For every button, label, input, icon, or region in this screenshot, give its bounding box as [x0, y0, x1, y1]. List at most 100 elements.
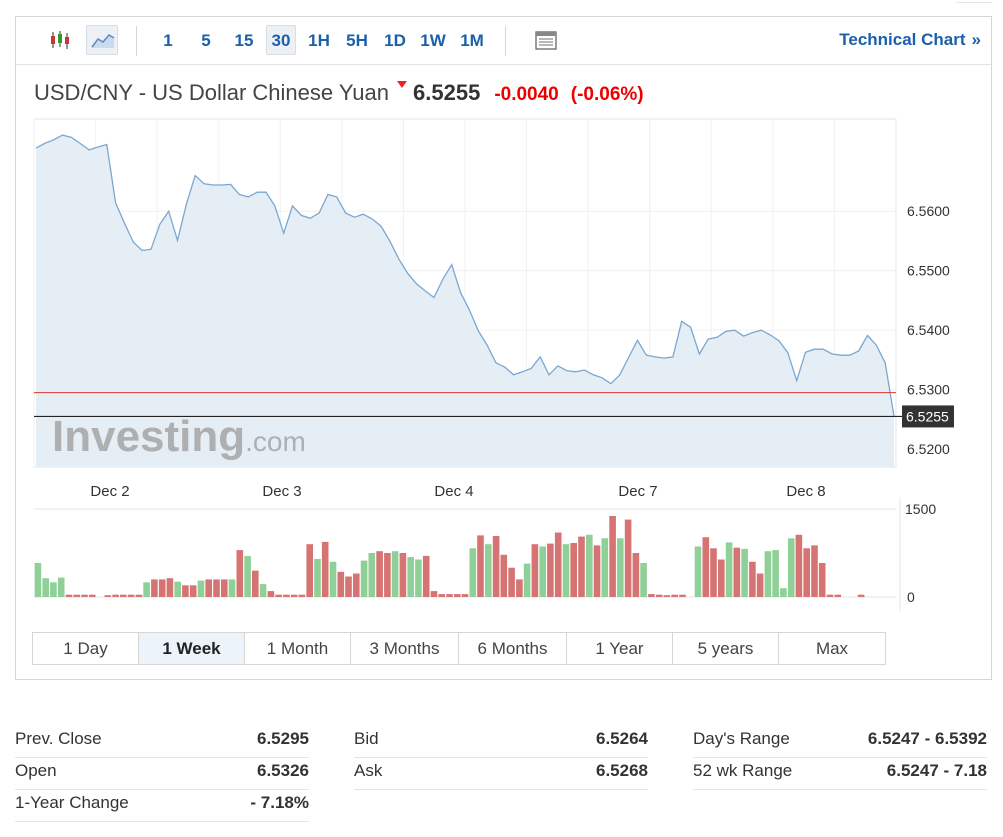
- x-tick-label: Dec 2: [90, 483, 129, 500]
- volume-bar: [554, 532, 562, 597]
- volume-bar: [290, 594, 298, 597]
- y-tick-label: 6.5200: [907, 441, 950, 457]
- x-tick-label: Dec 4: [434, 483, 473, 500]
- volume-bar: [586, 534, 593, 597]
- down-arrow-icon: [397, 81, 408, 88]
- volume-tick-label: 0: [907, 589, 915, 605]
- volume-bar: [298, 594, 306, 597]
- interval-30[interactable]: 30: [266, 25, 296, 55]
- volume-bar: [438, 594, 445, 597]
- stat-label: 1-Year Change: [15, 793, 129, 812]
- y-tick-label: 6.5400: [907, 322, 950, 338]
- stat-row: Prev. Close 6.5295: [15, 726, 309, 758]
- range-1-year[interactable]: 1 Year: [567, 633, 673, 664]
- volume-bar: [422, 555, 430, 597]
- volume-bar: [811, 545, 818, 597]
- stat-value: 6.5247 - 6.5392: [867, 729, 987, 748]
- volume-bar: [718, 559, 725, 597]
- interval-1m[interactable]: 1M: [460, 31, 484, 50]
- volume-bar: [679, 594, 686, 597]
- table-icon[interactable]: [530, 25, 562, 55]
- volume-bar: [617, 538, 624, 597]
- interval-1d[interactable]: 1D: [384, 31, 406, 50]
- y-tick-label: 6.5600: [907, 203, 950, 219]
- volume-bar: [399, 553, 407, 597]
- volume-bar: [50, 582, 57, 597]
- volume-bar: [772, 550, 779, 597]
- volume-bar: [749, 561, 756, 597]
- stats-column: Prev. Close 6.5295 Open 6.5326 1-Year Change…: [15, 726, 309, 822]
- volume-bar: [228, 579, 236, 597]
- stat-value: 6.5268: [596, 761, 648, 780]
- time-range-selector: 1 Day 1 Week 1 Month 3 Months 6 Months 1 Year…: [32, 632, 886, 665]
- interval-5h[interactable]: 5H: [346, 31, 368, 50]
- interval-1[interactable]: 1: [163, 31, 173, 50]
- volume-bar: [795, 534, 803, 597]
- range-1-day[interactable]: 1 Day: [33, 633, 139, 664]
- volume-bar: [492, 536, 500, 597]
- interval-1w[interactable]: 1W: [420, 31, 446, 50]
- interval-15[interactable]: 15: [234, 31, 254, 50]
- volume-bar: [221, 579, 228, 597]
- volume-bar: [764, 551, 772, 597]
- stat-value: - 7.18%: [250, 793, 309, 812]
- stat-row: Bid 6.5264: [354, 726, 648, 758]
- volume-bar: [34, 563, 42, 597]
- stats-column: Day's Range 6.5247 - 6.5392 52 wk Range 6.5…: [693, 726, 987, 790]
- volume-bar: [275, 594, 282, 597]
- stat-row: 52 wk Range 6.5247 - 7.18: [693, 758, 987, 790]
- volume-bar: [710, 548, 717, 597]
- stat-label: Prev. Close: [15, 729, 102, 748]
- volume-bar: [143, 582, 150, 597]
- volume-bar: [500, 554, 508, 597]
- volume-bar: [189, 585, 197, 597]
- price-line: [35, 134, 895, 417]
- stats-column: Bid 6.5264 Ask 6.5268: [354, 726, 648, 790]
- volume-bar: [360, 560, 368, 597]
- volume-bar: [609, 516, 616, 597]
- volume-bar: [547, 543, 554, 597]
- volume-bar: [182, 585, 189, 597]
- volume-bar: [516, 579, 523, 597]
- range-1-week[interactable]: 1 Week: [139, 633, 245, 664]
- price-change: -0.0040: [494, 84, 559, 105]
- volume-bar: [780, 588, 787, 597]
- volume-bar: [624, 519, 632, 597]
- investing-watermark: Investing.com: [52, 412, 306, 461]
- volume-bar: [391, 551, 399, 597]
- volume-bar: [42, 578, 49, 597]
- range-max[interactable]: Max: [815, 639, 849, 658]
- volume-bar: [640, 563, 647, 597]
- interval-5[interactable]: 5: [201, 31, 211, 50]
- volume-bar: [702, 537, 710, 597]
- last-price-tag-label: 6.5255: [906, 408, 949, 424]
- range-5-years[interactable]: 5 years: [673, 633, 779, 664]
- volume-bar: [454, 594, 461, 597]
- x-tick-label: Dec 7: [618, 483, 657, 500]
- range-1-month[interactable]: 1 Month: [245, 633, 351, 664]
- volume-bar: [267, 591, 275, 597]
- candlestick-icon[interactable]: [44, 25, 76, 55]
- range-3-months[interactable]: 3 Months: [351, 633, 459, 664]
- volume-bar: [826, 594, 834, 597]
- volume-bar: [632, 553, 640, 597]
- volume-bar: [461, 594, 469, 597]
- technical-chart-link[interactable]: Technical Chart »: [839, 30, 981, 50]
- stat-row: Open 6.5326: [15, 758, 309, 790]
- range-6-months[interactable]: 6 Months: [459, 633, 567, 664]
- volume-bar: [818, 563, 826, 597]
- volume-bar: [337, 571, 345, 597]
- volume-bar: [601, 538, 609, 597]
- volume-bar: [756, 573, 764, 597]
- volume-bar: [531, 544, 539, 597]
- top-divider: [956, 0, 992, 3]
- volume-bar: [81, 594, 88, 597]
- area-chart-icon[interactable]: [86, 25, 118, 55]
- price-chart[interactable]: Investing.com 6.5600 6.5500 6.5400 6.5300 6.5…: [16, 17, 991, 617]
- last-price-tag: [902, 405, 954, 428]
- volume-tick-label: 1500: [905, 501, 936, 517]
- volume-bar: [329, 561, 337, 597]
- x-tick-label: Dec 8: [786, 483, 825, 500]
- stat-label: 52 wk Range: [693, 761, 793, 780]
- interval-1h[interactable]: 1H: [308, 31, 330, 50]
